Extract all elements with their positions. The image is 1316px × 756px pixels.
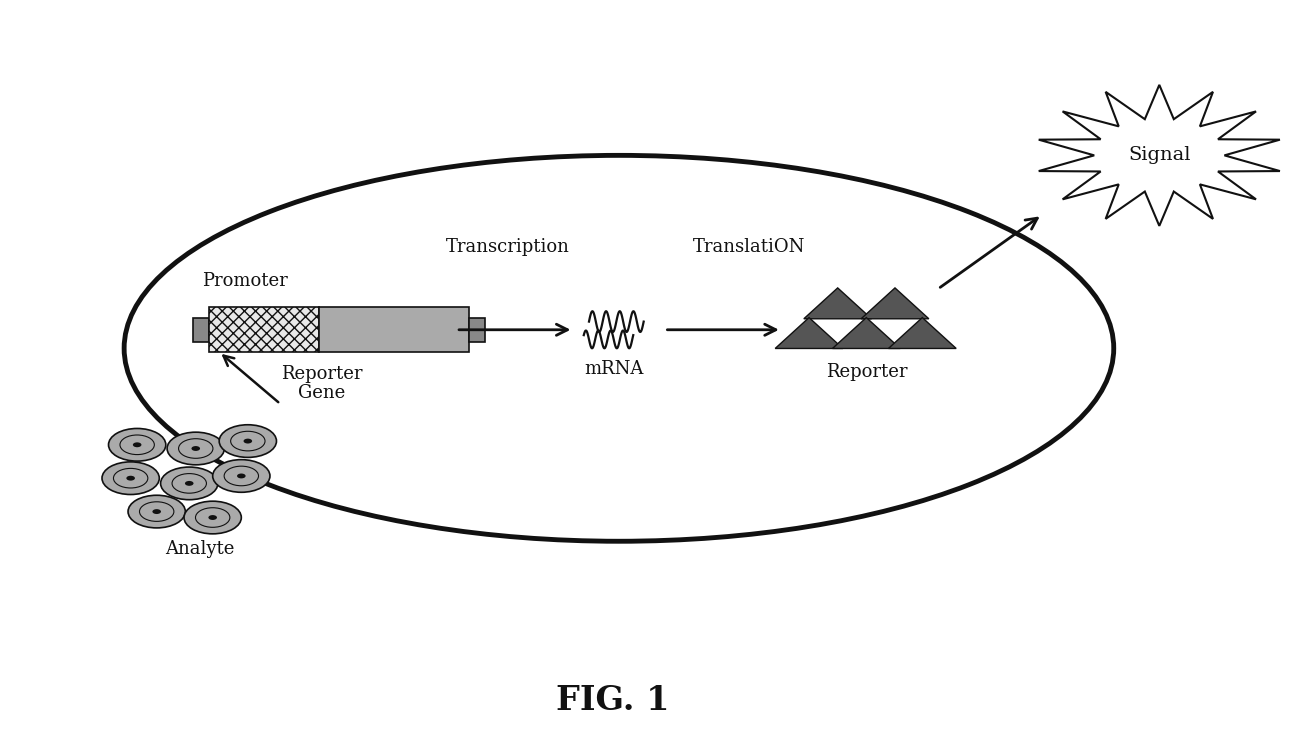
Polygon shape [804,288,871,319]
Circle shape [108,429,166,461]
FancyBboxPatch shape [193,318,209,342]
Text: Promoter: Promoter [203,272,288,290]
Text: FIG. 1: FIG. 1 [555,684,669,717]
Text: Signal: Signal [1128,147,1191,164]
Circle shape [191,446,200,451]
FancyBboxPatch shape [320,308,470,352]
Circle shape [103,462,159,494]
Text: Reporter: Reporter [825,363,907,381]
Circle shape [237,473,246,479]
Circle shape [133,442,141,448]
Circle shape [153,509,161,514]
Polygon shape [888,318,957,349]
FancyBboxPatch shape [209,308,320,352]
FancyBboxPatch shape [470,318,484,342]
Circle shape [161,467,218,500]
Circle shape [186,481,193,486]
Polygon shape [861,288,929,319]
Polygon shape [833,318,900,349]
Polygon shape [775,318,844,349]
Circle shape [220,425,276,457]
Circle shape [184,501,241,534]
Polygon shape [1038,85,1280,226]
Text: TranslatiON: TranslatiON [694,237,805,256]
Circle shape [213,460,270,492]
Text: Transcription: Transcription [446,237,570,256]
Text: mRNA: mRNA [584,360,644,378]
Circle shape [208,515,217,520]
Text: Reporter: Reporter [282,364,363,383]
Circle shape [167,432,225,465]
Text: Analyte: Analyte [164,540,234,558]
Text: Gene: Gene [299,384,346,402]
Circle shape [243,438,253,444]
Circle shape [128,495,186,528]
Circle shape [126,476,136,481]
